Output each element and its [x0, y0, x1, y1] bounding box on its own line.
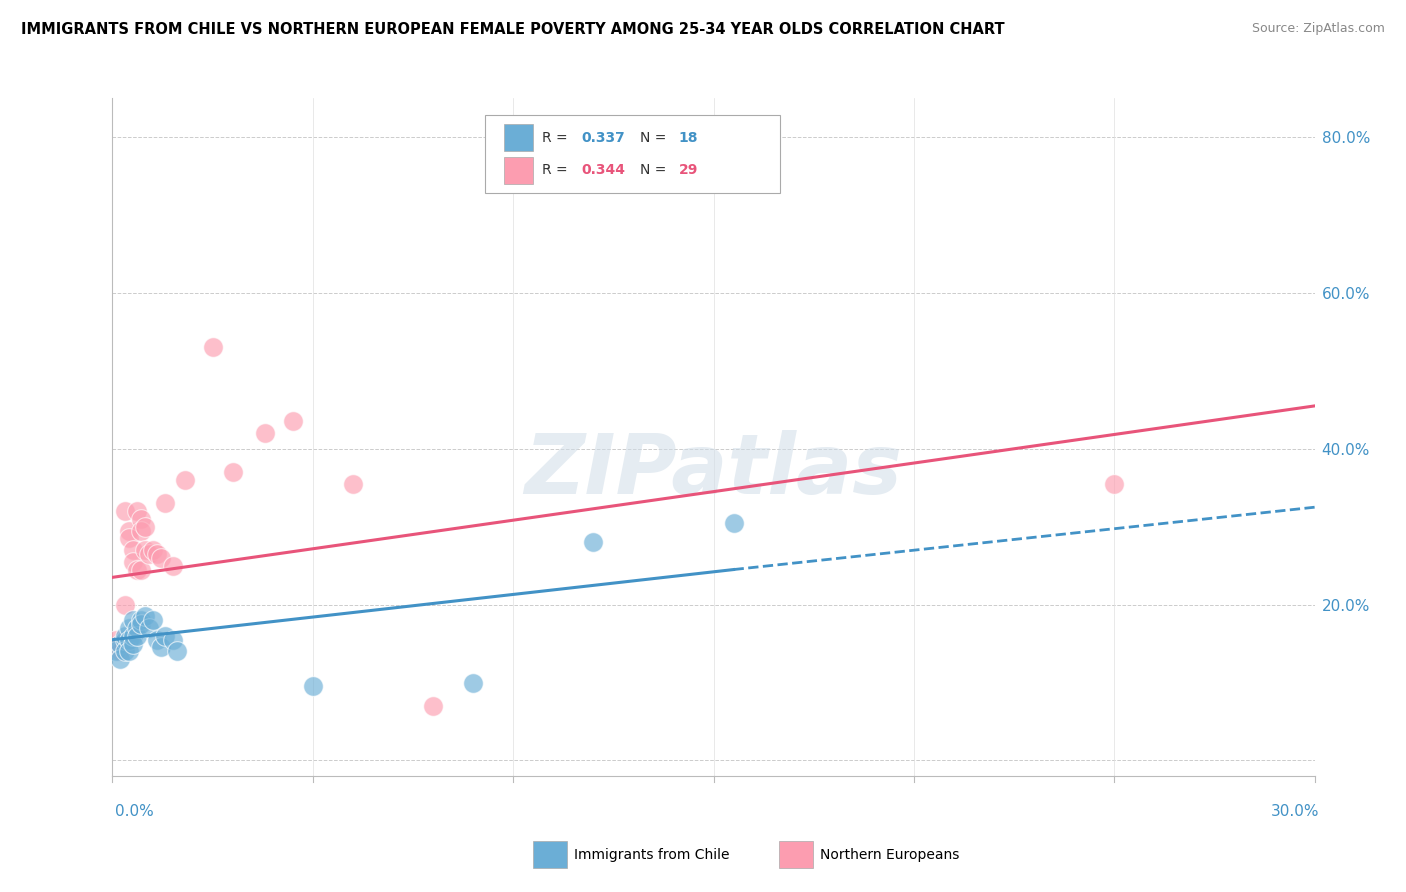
Point	[114, 504, 136, 518]
Point	[121, 543, 143, 558]
Point	[461, 675, 484, 690]
Text: N =: N =	[640, 130, 671, 145]
Point	[723, 516, 745, 530]
Point	[114, 598, 136, 612]
Text: IMMIGRANTS FROM CHILE VS NORTHERN EUROPEAN FEMALE POVERTY AMONG 25-34 YEAR OLDS : IMMIGRANTS FROM CHILE VS NORTHERN EUROPE…	[21, 22, 1005, 37]
Point	[153, 496, 176, 510]
Point	[149, 550, 172, 565]
Text: R =: R =	[541, 130, 572, 145]
Point	[121, 555, 143, 569]
Point	[141, 613, 163, 627]
Text: ZIPatlas: ZIPatlas	[524, 431, 903, 511]
FancyBboxPatch shape	[485, 115, 780, 193]
Text: Northern Europeans: Northern Europeans	[820, 847, 959, 862]
Point	[162, 558, 184, 573]
Point	[149, 640, 172, 655]
Point	[1102, 476, 1125, 491]
Point	[105, 644, 128, 658]
FancyBboxPatch shape	[505, 124, 533, 152]
Point	[162, 632, 184, 647]
Point	[253, 426, 276, 441]
FancyBboxPatch shape	[505, 157, 533, 184]
Point	[110, 652, 132, 666]
Point	[129, 613, 152, 627]
Point	[582, 535, 605, 549]
Point	[342, 476, 364, 491]
Point	[281, 415, 304, 429]
Point	[125, 563, 148, 577]
Point	[117, 644, 139, 658]
Text: 30.0%: 30.0%	[1271, 805, 1319, 819]
Text: 0.337: 0.337	[581, 130, 626, 145]
Point	[129, 617, 152, 632]
Point	[114, 632, 136, 647]
Point	[121, 629, 143, 643]
Point	[121, 636, 143, 650]
Point	[134, 519, 156, 533]
Point	[145, 547, 167, 561]
Point	[129, 512, 152, 526]
Point	[138, 621, 160, 635]
Point	[145, 632, 167, 647]
Point	[110, 636, 132, 650]
Point	[121, 613, 143, 627]
Text: 18: 18	[679, 130, 699, 145]
Text: 29: 29	[679, 163, 697, 178]
Text: R =: R =	[541, 163, 572, 178]
Point	[114, 629, 136, 643]
Point	[134, 543, 156, 558]
Point	[117, 532, 139, 546]
Point	[105, 632, 128, 647]
Text: 0.0%: 0.0%	[115, 805, 155, 819]
Point	[110, 644, 132, 658]
Point	[129, 524, 152, 538]
Point	[117, 632, 139, 647]
Point	[141, 543, 163, 558]
Point	[134, 609, 156, 624]
Text: 0.344: 0.344	[581, 163, 626, 178]
Point	[222, 465, 245, 479]
Point	[125, 621, 148, 635]
Point	[153, 629, 176, 643]
Point	[129, 563, 152, 577]
Point	[117, 621, 139, 635]
Point	[125, 629, 148, 643]
Point	[114, 644, 136, 658]
Point	[302, 680, 325, 694]
Point	[117, 524, 139, 538]
Point	[125, 504, 148, 518]
Point	[201, 341, 224, 355]
Text: N =: N =	[640, 163, 671, 178]
Point	[166, 644, 188, 658]
Point	[173, 473, 195, 487]
Point	[138, 547, 160, 561]
Text: Source: ZipAtlas.com: Source: ZipAtlas.com	[1251, 22, 1385, 36]
Text: Immigrants from Chile: Immigrants from Chile	[574, 847, 730, 862]
Point	[422, 698, 444, 713]
